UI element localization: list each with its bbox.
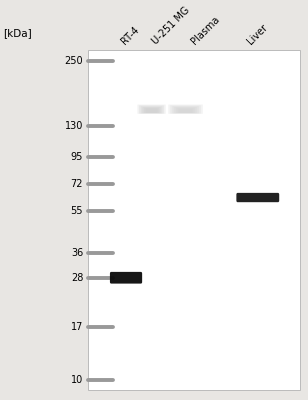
Text: 28: 28: [71, 273, 83, 283]
Text: Plasma: Plasma: [189, 15, 221, 47]
Text: 36: 36: [71, 248, 83, 258]
FancyBboxPatch shape: [168, 104, 203, 114]
FancyBboxPatch shape: [110, 272, 142, 284]
Bar: [88, 50, 300, 390]
Text: [kDa]: [kDa]: [3, 28, 32, 38]
Text: RT-4: RT-4: [119, 25, 141, 47]
Text: 130: 130: [65, 121, 83, 131]
FancyBboxPatch shape: [141, 106, 162, 114]
Text: Liver: Liver: [245, 23, 270, 47]
FancyBboxPatch shape: [174, 107, 197, 113]
FancyBboxPatch shape: [137, 104, 166, 114]
FancyBboxPatch shape: [144, 108, 159, 113]
Text: 95: 95: [71, 152, 83, 162]
FancyBboxPatch shape: [176, 108, 195, 113]
Text: 72: 72: [71, 179, 83, 189]
FancyBboxPatch shape: [236, 193, 279, 202]
FancyBboxPatch shape: [142, 107, 161, 113]
Text: U-251 MG: U-251 MG: [151, 6, 192, 47]
Text: 10: 10: [71, 374, 83, 384]
Text: 55: 55: [71, 206, 83, 216]
FancyBboxPatch shape: [178, 109, 192, 113]
FancyBboxPatch shape: [146, 109, 157, 113]
FancyBboxPatch shape: [170, 105, 201, 114]
Text: 17: 17: [71, 322, 83, 332]
Text: 250: 250: [65, 56, 83, 66]
FancyBboxPatch shape: [172, 106, 199, 114]
FancyBboxPatch shape: [139, 105, 164, 114]
